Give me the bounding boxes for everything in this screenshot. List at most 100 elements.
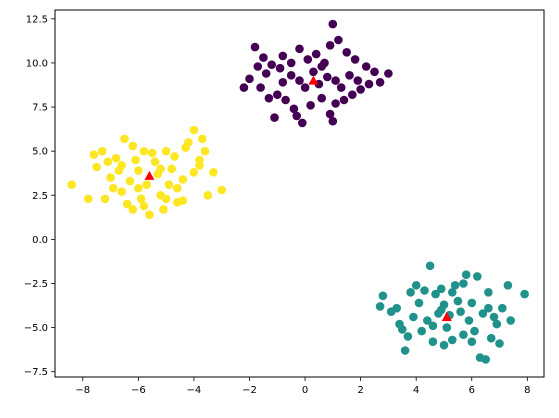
data-point: [67, 180, 76, 189]
data-point: [473, 272, 482, 281]
data-point: [425, 261, 435, 271]
data-point: [325, 109, 335, 119]
data-point: [278, 51, 288, 61]
data-point: [459, 330, 468, 340]
data-point: [286, 58, 296, 68]
data-point: [173, 183, 182, 193]
data-point: [139, 201, 149, 211]
data-point: [350, 55, 360, 64]
data-point: [106, 173, 115, 182]
data-point: [459, 279, 468, 288]
data-point: [89, 150, 99, 159]
data-point: [414, 298, 424, 308]
data-point: [128, 141, 138, 151]
x-tick-label: −2: [242, 385, 257, 396]
data-point: [375, 302, 385, 311]
data-point: [111, 153, 121, 163]
y-tick-label: −5.0: [24, 323, 48, 334]
data-point: [431, 289, 440, 299]
data-point: [292, 111, 302, 121]
data-point: [506, 316, 515, 325]
data-point: [498, 303, 507, 313]
data-point: [239, 83, 249, 92]
cluster-3-points: [67, 125, 226, 219]
y-tick-label: 5.0: [32, 147, 48, 158]
data-point: [306, 101, 315, 110]
data-point: [281, 95, 290, 105]
data-point: [139, 146, 149, 156]
data-point: [428, 337, 438, 347]
y-tick-label: −7.5: [24, 367, 48, 378]
data-point: [256, 83, 265, 92]
y-tick-label: 7.5: [32, 103, 48, 114]
centers-layer: [144, 75, 452, 322]
data-point: [250, 42, 260, 52]
data-point: [92, 162, 101, 172]
x-tick-label: −4: [187, 385, 202, 396]
x-axis: −8 −6 −4 −2 0 2 4 6 8: [75, 377, 531, 396]
data-point: [267, 60, 277, 69]
data-point: [334, 35, 343, 45]
y-tick-label: 10.0: [26, 58, 48, 69]
x-tick-label: −6: [131, 385, 146, 396]
x-tick-label: 6: [469, 385, 475, 396]
data-point: [492, 319, 502, 329]
data-point: [325, 41, 335, 50]
data-point: [439, 300, 449, 310]
data-point: [392, 303, 402, 313]
data-point: [136, 194, 146, 204]
data-point: [317, 62, 327, 71]
data-point: [478, 309, 488, 318]
data-point: [120, 134, 129, 144]
data-point: [117, 187, 126, 196]
x-tick-label: 0: [302, 385, 308, 396]
data-point: [464, 316, 474, 325]
data-point: [275, 63, 285, 73]
data-point: [467, 298, 477, 308]
data-point: [125, 176, 135, 186]
x-tick-label: 8: [524, 385, 530, 396]
data-point: [309, 67, 318, 77]
y-tick-label: 12.5: [26, 14, 48, 25]
data-point: [150, 157, 160, 166]
data-point: [411, 281, 421, 290]
data-point: [448, 288, 457, 297]
data-point: [461, 270, 471, 280]
data-point: [134, 166, 143, 175]
data-point: [420, 286, 429, 295]
data-point: [131, 155, 140, 165]
data-point: [161, 194, 171, 204]
data-point: [328, 19, 338, 29]
data-point: [117, 161, 126, 170]
data-point: [470, 326, 479, 336]
data-point: [409, 312, 418, 322]
data-point: [364, 79, 374, 89]
data-point: [361, 62, 371, 71]
x-tick-label: 4: [413, 385, 419, 396]
data-point: [181, 143, 190, 152]
data-point: [356, 85, 365, 94]
data-point: [261, 69, 271, 78]
cluster-2-points: [375, 261, 529, 364]
data-point: [167, 164, 176, 174]
data-point: [200, 146, 210, 156]
data-point: [339, 95, 349, 105]
data-point: [323, 72, 332, 82]
data-point: [311, 49, 321, 59]
data-point: [481, 355, 491, 364]
data-point: [303, 55, 313, 64]
data-point: [100, 194, 110, 204]
data-point: [217, 185, 226, 195]
data-point: [384, 69, 393, 78]
data-point: [178, 175, 188, 184]
y-tick-label: 0.0: [32, 235, 48, 246]
data-point: [295, 44, 304, 54]
data-point: [259, 53, 268, 62]
data-point: [145, 210, 154, 219]
data-point: [417, 326, 427, 336]
data-point: [403, 332, 413, 341]
y-tick-label: −2.5: [24, 279, 48, 290]
data-point: [450, 281, 460, 290]
data-point: [406, 288, 415, 297]
